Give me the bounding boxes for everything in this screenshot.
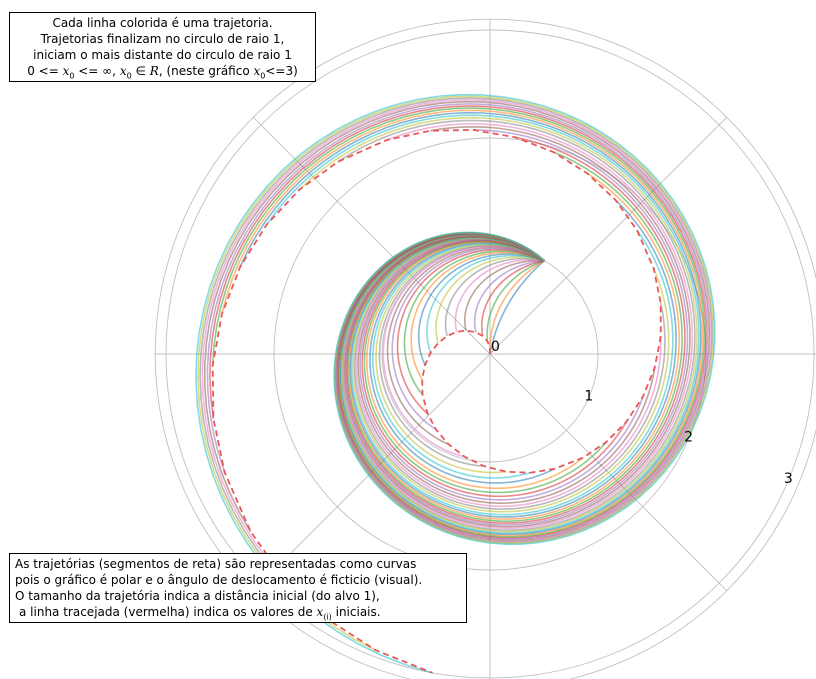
tick-label-2: 2 [684, 430, 693, 446]
radial-tick-labels: 0 1 2 3 [491, 339, 793, 487]
trajectory-15 [386, 246, 545, 446]
trajectory-12 [403, 250, 545, 396]
initial-values-curve [211, 129, 662, 674]
trajectory-7 [444, 257, 545, 337]
tick-label-1: 1 [584, 388, 593, 404]
annotation-bottom-line1: As trajetórias (segmentos de reta) são r… [15, 557, 417, 571]
annot-top-l4-sub1: 0 [69, 71, 75, 81]
annotation-top-line1: Cada linha colorida é uma trajetoria. [52, 16, 273, 30]
annot-top-l4-a: 0 <= [27, 64, 63, 78]
annot-bottom-l4-sub: (i) [323, 612, 332, 622]
annotation-bottom: As trajetórias (segmentos de reta) são r… [9, 553, 467, 623]
annot-top-l4-sub3: 0 [260, 71, 266, 81]
trajectory-11 [410, 251, 545, 380]
annot-top-l4-d: , (neste gráfico [158, 64, 254, 78]
grid-spoke-45 [489, 116, 728, 355]
trajectory-49 [195, 93, 716, 674]
annot-top-l4-b: <= ∞, [74, 64, 120, 78]
trajectory-1 [489, 259, 545, 348]
trajectory-4 [473, 259, 545, 333]
annotation-bottom-line4: a linha tracejada (vermelha) indica os v… [15, 604, 461, 622]
annot-top-l4-R: R [149, 64, 159, 78]
trajectory-14 [391, 247, 545, 431]
annot-top-l4-x1: x [62, 64, 70, 78]
trajectory-2 [486, 259, 545, 342]
annotation-top-line3: iniciam o mais distante do circulo de ra… [33, 48, 292, 62]
annot-bottom-l4-x: x [316, 605, 324, 619]
grid-spoke-135 [252, 116, 491, 355]
annotation-bottom-line3: O tamanho da trajetória indica a distânc… [15, 589, 380, 603]
annot-top-l4-sub2: 0 [126, 71, 132, 81]
annotation-top-line4: 0 <= x0 <= ∞, x0 ∈ R, (neste gráfico x0<… [15, 63, 310, 81]
trajectory-3 [480, 259, 545, 337]
trajectory-series [195, 93, 716, 674]
annot-top-l4-c: ∈ [131, 64, 150, 78]
annot-top-l4-e: <=3) [265, 64, 298, 78]
annot-top-l4-x3: x [253, 64, 261, 78]
trajectory-9 [426, 254, 545, 353]
annotation-top-line2: Trajetorias finalizam no circulo de raio… [40, 32, 285, 46]
trajectory-19 [372, 242, 545, 479]
tick-label-0: 0 [491, 339, 500, 355]
annot-bottom-l4-b: iniciais. [331, 605, 381, 619]
trajectory-0 [489, 260, 545, 355]
trajectory-8 [435, 256, 545, 344]
trajectory-10 [417, 253, 545, 366]
trajectory-6 [454, 259, 545, 333]
trajectory-21 [366, 241, 584, 490]
trajectory-17 [378, 244, 545, 467]
trajectory-20 [369, 242, 555, 484]
initial-values-dashed [211, 129, 662, 674]
tick-label-3: 3 [784, 471, 793, 487]
annot-bottom-l4-a: a linha tracejada (vermelha) indica os v… [19, 605, 317, 619]
trajectory-18 [375, 243, 545, 474]
trajectory-13 [396, 248, 545, 415]
annot-top-l4-x2: x [119, 64, 127, 78]
annotation-bottom-line2: pois o gráfico é polar e o ângulo de des… [15, 573, 423, 587]
annotation-top: Cada linha colorida é uma trajetoria. Tr… [9, 12, 316, 82]
trajectory-16 [382, 245, 545, 458]
trajectory-5 [463, 259, 545, 331]
